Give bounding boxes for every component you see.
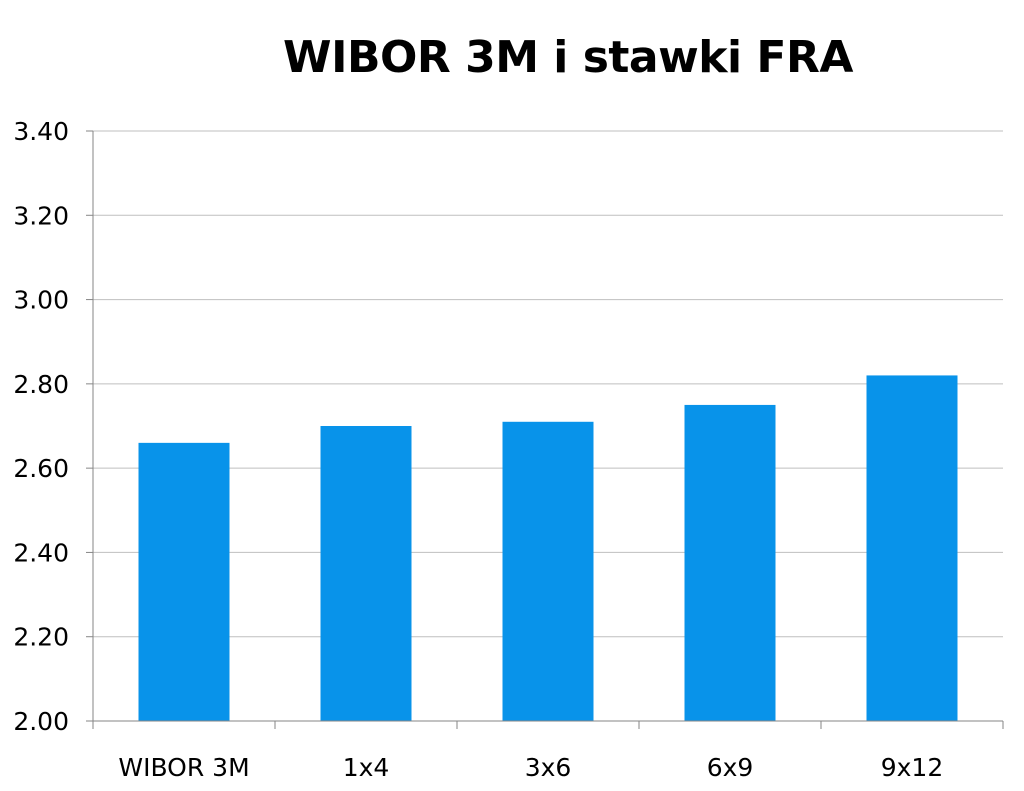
y-tick-label: 2.40 (13, 538, 69, 567)
y-tick-label: 3.40 (13, 117, 69, 146)
y-tick-label: 2.80 (13, 370, 69, 399)
x-tick-labels: WIBOR 3M 1x4 3x6 6x9 9x12 (118, 753, 943, 782)
y-tick-label: 2.20 (13, 623, 69, 652)
x-tick-label: 1x4 (343, 753, 390, 782)
bar-wibor-3m (138, 442, 230, 721)
y-tick-label: 3.20 (13, 201, 69, 230)
x-tick-label: WIBOR 3M (118, 753, 249, 782)
chart-title: WIBOR 3M i stawki FRA (283, 32, 853, 83)
bars (138, 375, 958, 721)
x-tick-label: 9x12 (881, 753, 944, 782)
y-tick-label: 2.00 (13, 707, 69, 736)
y-tick-label: 2.60 (13, 454, 69, 483)
x-tick-label: 3x6 (525, 753, 572, 782)
y-tick-labels: 2.00 2.20 2.40 2.60 2.80 3.00 3.20 3.40 (13, 117, 69, 736)
x-tick-label: 6x9 (707, 753, 754, 782)
axes (86, 130, 1004, 729)
bar-6x9 (684, 404, 776, 721)
bar-9x12 (866, 375, 958, 721)
bar-3x6 (502, 421, 594, 721)
y-tick-label: 3.00 (13, 286, 69, 315)
bar-1x4 (320, 426, 412, 721)
